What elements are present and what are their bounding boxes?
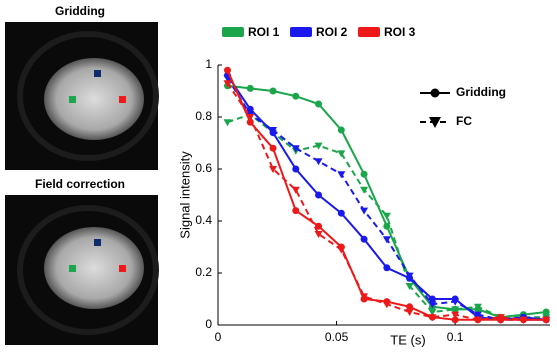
- y-tick-label: 0.6: [195, 161, 212, 175]
- marker: [247, 85, 254, 92]
- series-line: [227, 70, 546, 320]
- series-line: [227, 78, 546, 320]
- legend-swatch: [222, 27, 244, 37]
- series-line: [227, 75, 546, 319]
- y-tick-label: 0.8: [195, 109, 212, 123]
- marker: [338, 210, 345, 217]
- marker: [338, 127, 345, 134]
- legend-label: FC: [456, 114, 472, 128]
- marker: [292, 93, 299, 100]
- x-tick-label: 0: [215, 330, 222, 344]
- marker: [292, 166, 299, 173]
- y-axis-label: Signal intensity: [177, 151, 192, 239]
- y-tick-label: 1: [205, 57, 212, 71]
- marker: [270, 145, 277, 152]
- mri-image: [5, 22, 158, 170]
- legend-label: ROI 2: [316, 25, 348, 39]
- x-tick-label: 0.05: [325, 330, 349, 344]
- x-tick-label: 0.1: [447, 330, 464, 344]
- legend-label: Gridding: [456, 85, 506, 99]
- marker: [315, 158, 323, 165]
- legend-marker: [431, 89, 440, 98]
- marker: [360, 187, 368, 194]
- marker: [361, 236, 368, 243]
- marker: [223, 119, 231, 126]
- marker: [270, 88, 277, 95]
- marker: [315, 101, 322, 108]
- figure: Gridding Field correction 0 0.2 0.4 0.6 0.8 1…: [0, 0, 557, 352]
- marker: [361, 171, 368, 178]
- image-title: Field correction: [35, 177, 125, 191]
- y-tick-label: 0.2: [195, 265, 212, 279]
- marker: [292, 187, 300, 194]
- image-title: Gridding: [55, 4, 105, 18]
- marker: [337, 171, 345, 178]
- y-tick-label: 0: [205, 317, 212, 331]
- chart: 0 0.2 0.4 0.6 0.8 1 0 0.05 0.1 TE (s) Signal inten…: [177, 25, 550, 347]
- marker: [292, 207, 299, 214]
- marker: [360, 208, 368, 215]
- marker: [406, 309, 414, 316]
- y-tick-label: 0.4: [195, 213, 212, 227]
- x-axis-label: TE (s): [390, 332, 425, 347]
- marker: [315, 192, 322, 199]
- mri-image: [5, 195, 158, 345]
- marker: [383, 264, 390, 271]
- page: {"images": [{"title": "Gridding"}, {"tit…: [0, 0, 557, 352]
- legend-swatch: [358, 27, 380, 37]
- series-line: [227, 83, 546, 320]
- legend-label: ROI 1: [248, 25, 280, 39]
- legend-label: ROI 3: [384, 25, 416, 39]
- series-line: [227, 86, 546, 317]
- marker: [224, 67, 231, 74]
- legend-swatch: [290, 27, 312, 37]
